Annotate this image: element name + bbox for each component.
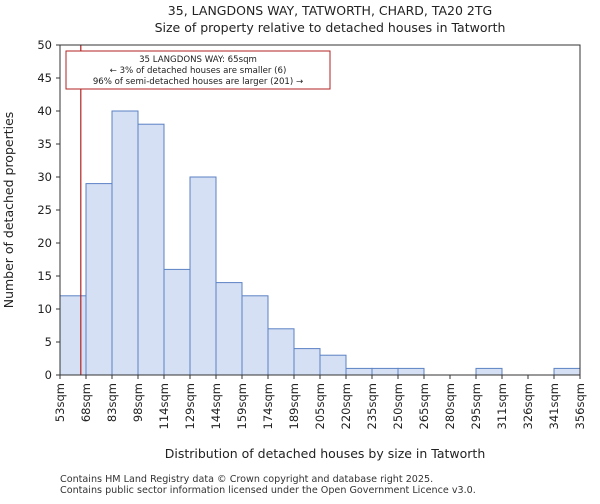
- footer-line-2: Contains public sector information licen…: [60, 485, 476, 496]
- bar-114sqm: [163, 268, 191, 376]
- y-tick-label-20: 20: [37, 236, 52, 250]
- x-tick-label-295sqm: 295sqm: [469, 383, 483, 429]
- x-tick-label-83sqm: 83sqm: [105, 383, 119, 422]
- bar-205sqm: [319, 354, 347, 376]
- x-tick-label-280sqm: 280sqm: [443, 383, 457, 429]
- x-tick-label-174sqm: 174sqm: [261, 383, 275, 429]
- x-tick-label-356sqm: 356sqm: [573, 383, 587, 429]
- x-tick-label-114sqm: 114sqm: [157, 383, 171, 429]
- bar-53sqm: [59, 295, 87, 376]
- annotation-line-2: ← 3% of detached houses are smaller (6): [110, 66, 287, 76]
- bar-220sqm: [345, 367, 373, 376]
- bars-group: [59, 110, 581, 376]
- x-tick-label-341sqm: 341sqm: [547, 383, 561, 429]
- y-tick-label-15: 15: [37, 269, 52, 283]
- bar-189sqm: [293, 348, 321, 376]
- y-tick-label-25: 25: [37, 203, 52, 217]
- bar-250sqm: [397, 367, 425, 376]
- y-tick-label-5: 5: [45, 335, 52, 349]
- plot-frame: [59, 44, 581, 376]
- annotation-line-3: 96% of semi-detached houses are larger (…: [93, 77, 303, 87]
- annotation-box: 35 LANGDONS WAY: 65sqm ← 3% of detached …: [65, 50, 331, 90]
- x-axis-ticks: 53sqm 68sqm 83sqm 98sqm 114sqm 129sqm 144sqm 15…: [53, 375, 587, 429]
- y-axis-ticks: 0 5 10 15 20 25 30 35 40 45 50: [37, 38, 60, 382]
- bar-98sqm: [137, 123, 165, 376]
- x-tick-label-326sqm: 326sqm: [521, 383, 535, 429]
- y-tick-label-50: 50: [37, 38, 52, 52]
- x-tick-label-250sqm: 250sqm: [391, 383, 405, 429]
- x-tick-label-205sqm: 205sqm: [313, 383, 327, 429]
- x-tick-label-235sqm: 235sqm: [365, 383, 379, 429]
- x-tick-label-189sqm: 189sqm: [287, 383, 301, 429]
- y-tick-label-30: 30: [37, 170, 52, 184]
- y-axis-label: Number of detached properties: [1, 112, 16, 309]
- chart-subtitle: Size of property relative to detached ho…: [155, 20, 506, 35]
- bar-295sqm: [475, 367, 503, 376]
- x-tick-label-68sqm: 68sqm: [79, 383, 93, 422]
- x-tick-label-159sqm: 159sqm: [235, 383, 249, 429]
- bar-174sqm: [267, 328, 295, 376]
- x-tick-label-98sqm: 98sqm: [131, 383, 145, 422]
- y-tick-label-10: 10: [37, 302, 52, 316]
- bar-83sqm: [111, 110, 139, 376]
- x-tick-label-144sqm: 144sqm: [209, 383, 223, 429]
- x-tick-label-265sqm: 265sqm: [417, 383, 431, 429]
- x-axis-label: Distribution of detached houses by size …: [165, 446, 486, 461]
- bar-235sqm: [371, 367, 399, 376]
- annotation-line-1: 35 LANGDONS WAY: 65sqm: [139, 55, 257, 65]
- bar-144sqm: [215, 282, 243, 376]
- y-tick-label-40: 40: [37, 104, 52, 118]
- x-tick-label-53sqm: 53sqm: [53, 383, 67, 422]
- x-tick-label-311sqm: 311sqm: [495, 383, 509, 429]
- x-tick-label-129sqm: 129sqm: [183, 383, 197, 429]
- bar-341sqm: [553, 367, 581, 376]
- chart-title: 35, LANGDONS WAY, TATWORTH, CHARD, TA20 …: [168, 3, 492, 18]
- y-tick-label-45: 45: [37, 71, 52, 85]
- bar-68sqm: [85, 183, 113, 376]
- bar-159sqm: [241, 295, 269, 376]
- y-tick-label-35: 35: [37, 137, 52, 151]
- x-tick-label-220sqm: 220sqm: [339, 383, 353, 429]
- y-tick-label-0: 0: [45, 368, 52, 382]
- bar-129sqm: [189, 176, 217, 376]
- footer-line-1: Contains HM Land Registry data © Crown c…: [60, 474, 433, 485]
